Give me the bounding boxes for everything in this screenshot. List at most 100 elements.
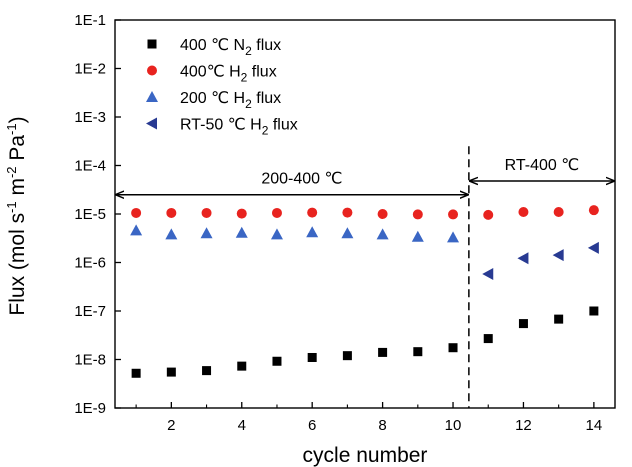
legend-label-sub: 2 <box>245 44 252 58</box>
y-tick-label: 1E-6 <box>74 255 106 272</box>
data-point <box>588 205 599 216</box>
y-title-mid2: Pa <box>6 135 29 167</box>
legend-label-sub: 2 <box>262 124 269 138</box>
range-label-left: 200-400 ℃ <box>261 171 342 188</box>
legend-marker <box>147 39 157 49</box>
x-tick-label: 14 <box>586 417 603 434</box>
data-point <box>376 228 389 240</box>
data-point <box>131 368 141 378</box>
data-point <box>518 319 528 329</box>
data-point <box>553 206 564 217</box>
data-points <box>130 205 599 378</box>
y-tick-label: 1E-9 <box>74 400 106 417</box>
data-point <box>377 209 388 219</box>
data-point <box>587 241 599 254</box>
series-3 <box>130 224 460 243</box>
legend-label-end: flux <box>252 37 281 54</box>
data-point <box>552 249 564 262</box>
series-4 <box>482 241 599 280</box>
data-point <box>236 208 247 219</box>
legend-label: 400 ℃ N2 flux <box>180 37 281 58</box>
legend-item: 200 ℃ H2 flux <box>146 90 281 111</box>
y-title-base: Flux (mol s <box>6 213 29 316</box>
data-point <box>271 207 282 218</box>
data-point <box>270 228 283 240</box>
data-point <box>272 356 282 366</box>
data-point <box>202 366 212 376</box>
y-axis-title: Flux (mol s-1 m-2 Pa-1) <box>4 116 29 315</box>
data-point <box>411 230 424 242</box>
y-title-mid: m <box>6 178 29 201</box>
legend-label-end: flux <box>252 90 281 107</box>
y-tick-label: 1E-5 <box>74 206 106 223</box>
legend-label-main: 400℃ H <box>180 64 241 81</box>
legend-label-sub: 2 <box>245 97 252 111</box>
legend-marker <box>146 117 157 130</box>
data-point <box>130 224 143 236</box>
axis-ticks: 2 4 6 8 10 12 14 1E-9 1E-8 1E-7 1E-6 1E-5 1E-4 1E-3 1E… <box>74 12 602 434</box>
data-point <box>412 209 423 220</box>
y-title-exp1: -1 <box>4 201 19 213</box>
data-point <box>165 228 178 240</box>
legend-label-end: flux <box>247 64 276 81</box>
data-point <box>554 314 564 324</box>
data-point <box>307 352 317 362</box>
x-tick-label: 6 <box>308 417 316 434</box>
data-point <box>237 361 247 371</box>
data-point <box>342 351 352 361</box>
data-point <box>482 267 494 280</box>
legend-label: RT-50 ℃ H2 flux <box>180 117 298 138</box>
data-point <box>235 226 248 238</box>
plot-frame <box>114 19 616 409</box>
data-point <box>483 334 493 344</box>
y-title-exp2: -2 <box>4 166 19 178</box>
y-tick-label: 1E-8 <box>74 352 106 369</box>
data-point <box>201 207 212 218</box>
y-title-exp3: -1 <box>4 123 19 135</box>
x-tick-label: 10 <box>445 417 462 434</box>
data-point <box>517 252 529 265</box>
data-point <box>413 347 423 357</box>
legend-label-main: 200 ℃ H <box>180 90 245 107</box>
data-point <box>447 231 460 243</box>
data-point <box>200 227 213 239</box>
annotations: 200-400 ℃ RT-400 ℃ <box>116 146 614 408</box>
legend-marker <box>146 91 158 102</box>
y-tick-label: 1E-3 <box>74 109 106 126</box>
data-point <box>448 209 459 220</box>
data-point <box>518 206 529 217</box>
legend-label-end: flux <box>268 117 297 134</box>
legend-label-main: RT-50 ℃ H <box>180 117 262 134</box>
legend-label-sub: 2 <box>241 71 248 85</box>
x-tick-label: 4 <box>238 417 246 434</box>
legend-label: 200 ℃ H2 flux <box>180 90 281 111</box>
y-tick-label: 1E-2 <box>74 61 106 78</box>
y-title-end: ) <box>6 116 29 123</box>
y-tick-label: 1E-4 <box>74 158 106 175</box>
data-point <box>166 367 176 377</box>
legend-marker <box>147 65 157 76</box>
x-tick-label: 8 <box>378 417 386 434</box>
data-point <box>131 207 142 218</box>
data-point <box>307 207 318 218</box>
series-2 <box>131 205 599 220</box>
x-axis-title: cycle number <box>303 444 428 467</box>
range-label-right: RT-400 ℃ <box>505 157 580 174</box>
data-point <box>341 227 354 239</box>
y-tick-label: 1E-1 <box>74 12 106 29</box>
data-point <box>378 347 388 357</box>
x-tick-label: 12 <box>515 417 532 434</box>
legend-item: 400 ℃ N2 flux <box>147 37 281 58</box>
data-point <box>166 207 177 218</box>
data-point <box>342 207 353 218</box>
legend-item: RT-50 ℃ H2 flux <box>146 117 298 138</box>
x-tick-label: 2 <box>167 417 175 434</box>
legend-label-main: 400 ℃ N <box>180 37 245 54</box>
data-point <box>483 209 494 220</box>
series-1 <box>131 306 599 378</box>
data-point <box>589 306 599 316</box>
y-tick-label: 1E-7 <box>74 303 106 320</box>
data-point <box>306 226 319 238</box>
